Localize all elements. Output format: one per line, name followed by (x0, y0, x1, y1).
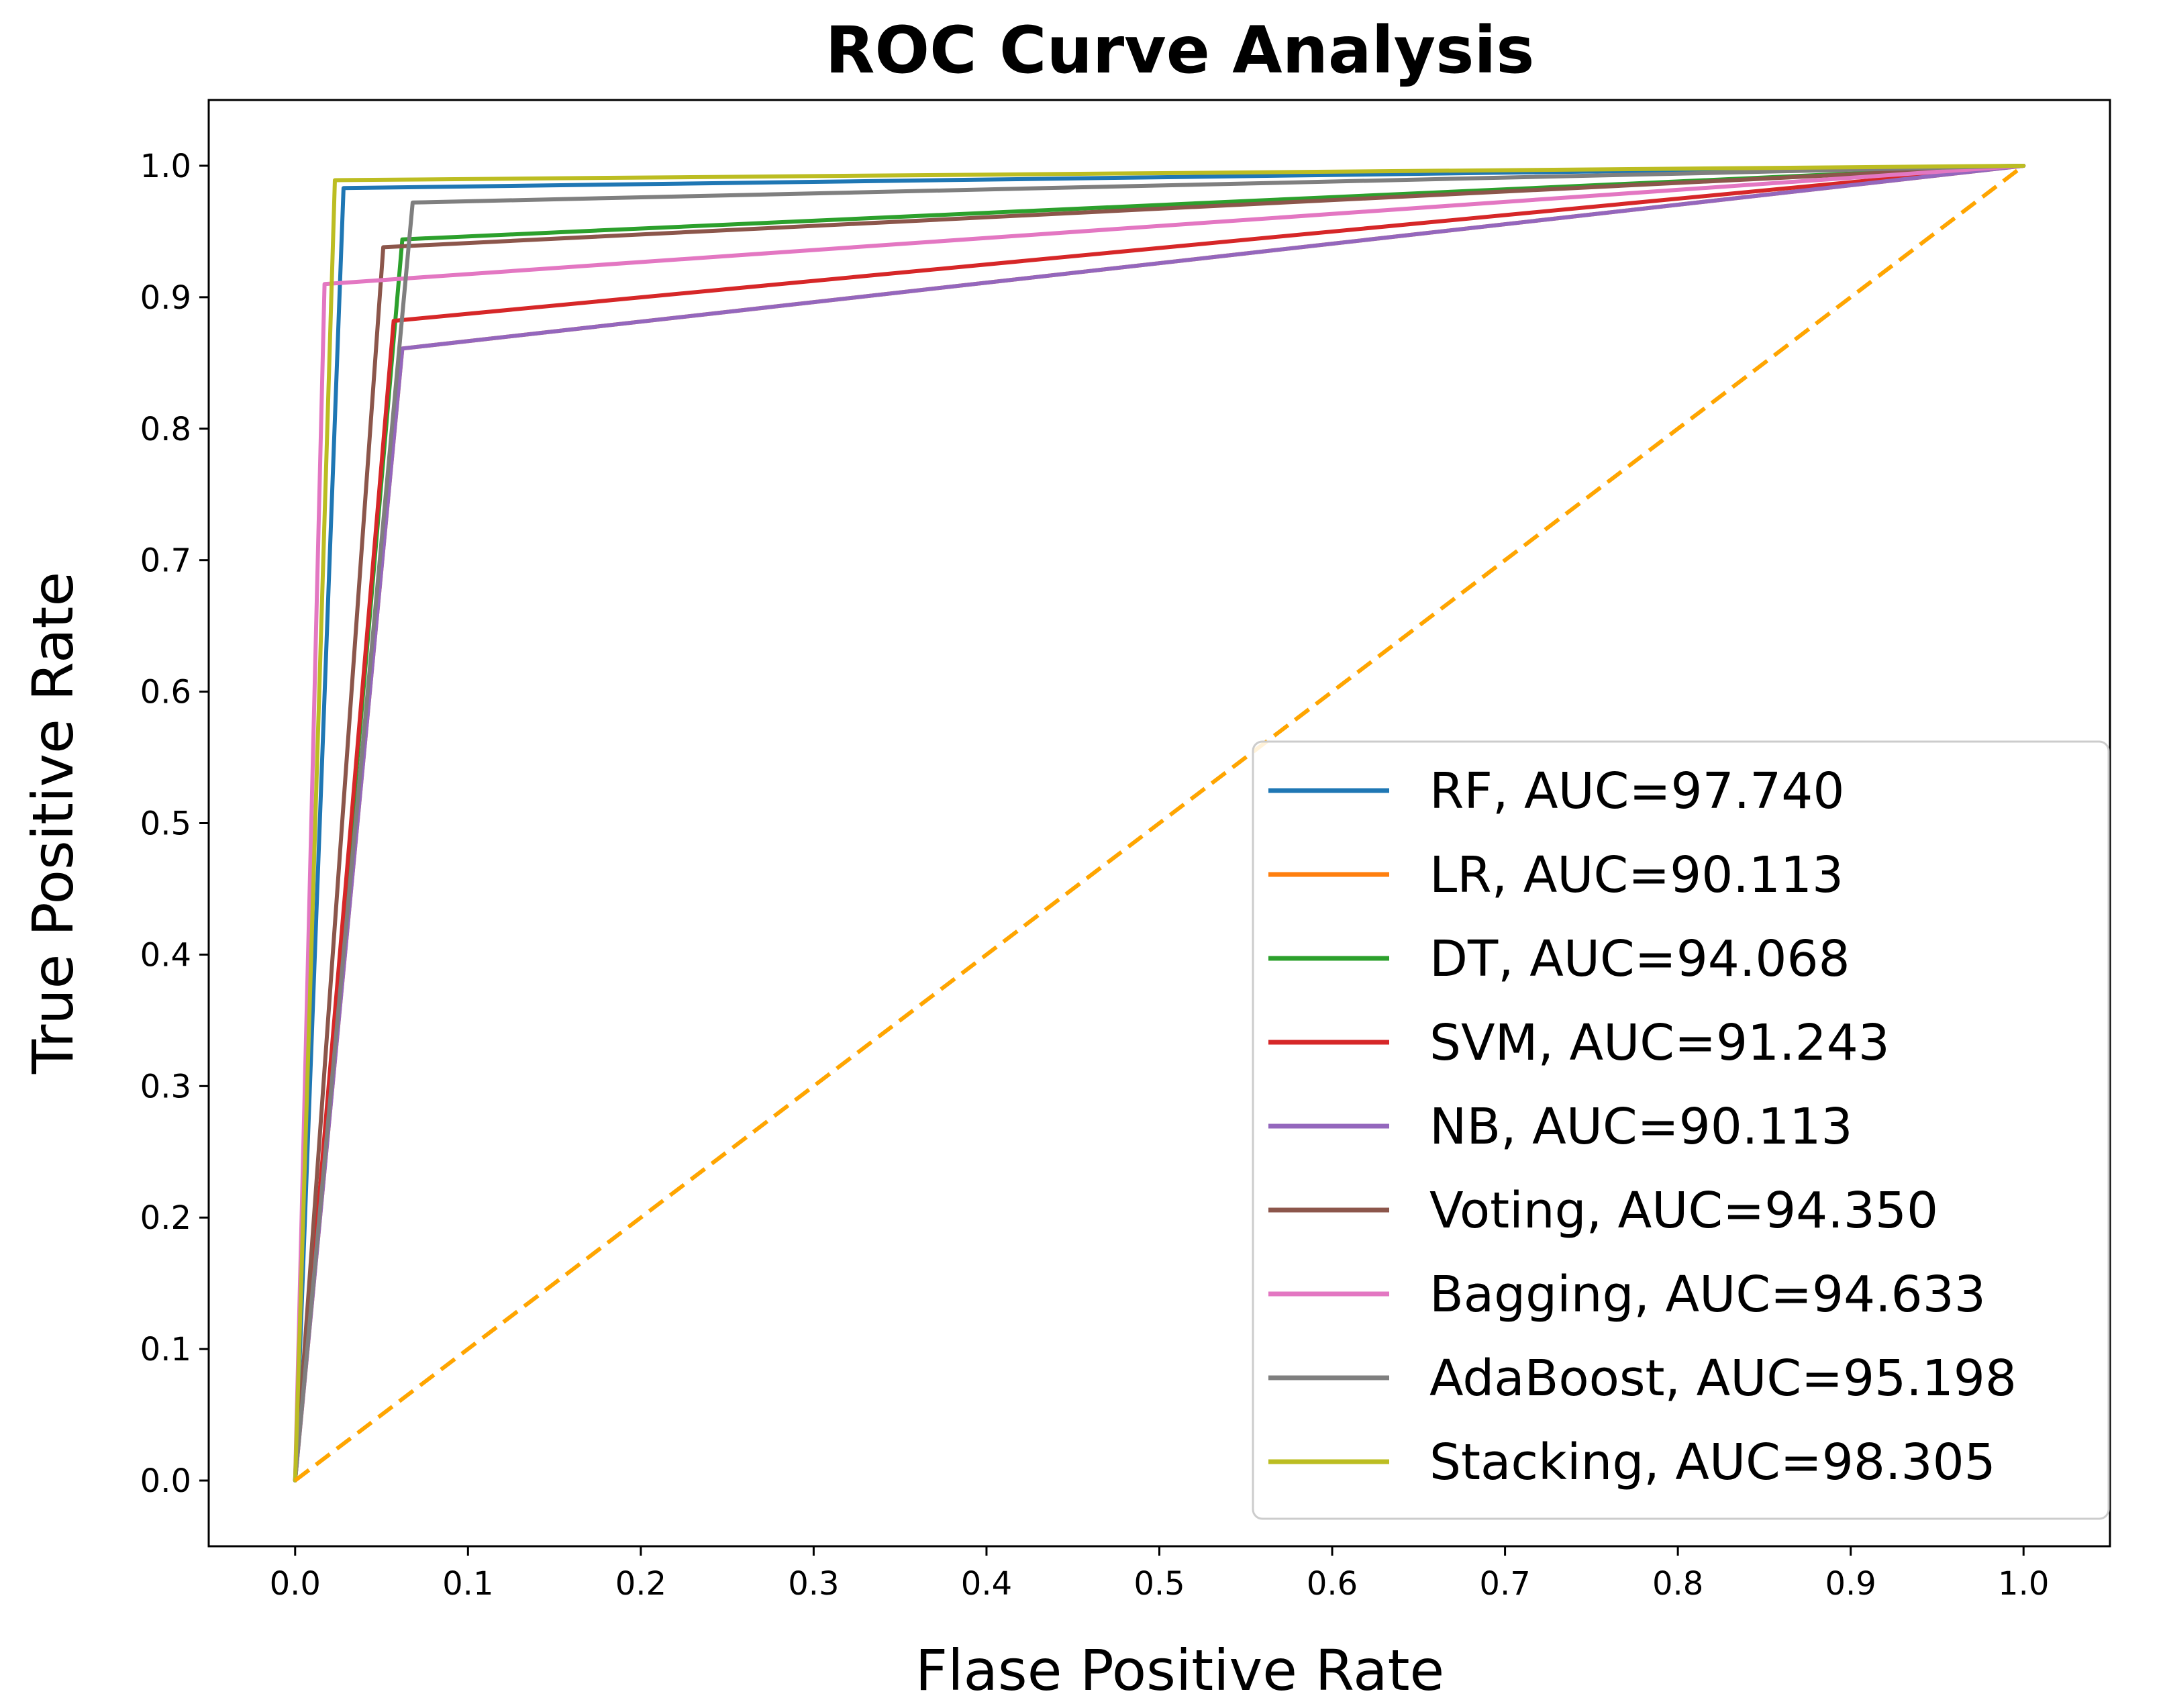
legend-label-5: Voting, AUC=94.350 (1429, 1182, 1938, 1240)
series-line-6 (293, 164, 2026, 1483)
legend-label-1: LR, AUC=90.113 (1429, 846, 1844, 904)
legend: RF, AUC=97.740 LR, AUC=90.113 DT, AUC=94.0… (1252, 740, 2110, 1520)
legend-frame (1252, 740, 2110, 1520)
y-tick-label: 0.4 (140, 936, 191, 974)
x-tick-label: 0.2 (615, 1565, 666, 1603)
x-tick-label: 0.3 (788, 1565, 839, 1603)
x-tick-label: 0.9 (1825, 1565, 1876, 1603)
y-tick-label: 0.0 (140, 1462, 191, 1500)
y-axis-ticks: 0.0 0.1 0.2 0.3 0.4 0.5 0.6 0.7 0.8 0.9 1.0 (140, 148, 209, 1500)
y-tick-label: 0.9 (140, 279, 191, 317)
y-tick-label: 0.2 (140, 1199, 191, 1237)
y-tick-label: 0.7 (140, 542, 191, 580)
y-tick-label: 1.0 (140, 148, 191, 185)
x-axis-label: Flase Positive Rate (915, 1638, 1444, 1703)
series-line-7 (293, 164, 2026, 1483)
series-line-0 (293, 164, 2026, 1483)
reference-diagonal-line (293, 164, 2025, 1483)
chart-title: ROC Curve Analysis (825, 13, 1535, 88)
legend-label-3: SVM, AUC=91.243 (1429, 1014, 1890, 1072)
x-tick-label: 0.5 (1134, 1565, 1185, 1603)
x-tick-label: 1.0 (1998, 1565, 2049, 1603)
y-tick-label: 0.8 (140, 411, 191, 448)
y-tick-label: 0.6 (140, 674, 191, 711)
legend-label-6: Bagging, AUC=94.633 (1429, 1266, 1986, 1323)
plot-frame (207, 99, 2111, 1548)
series-line-5 (293, 164, 2026, 1483)
y-tick-label: 0.1 (140, 1331, 191, 1368)
x-tick-label: 0.1 (442, 1565, 493, 1603)
legend-items: RF, AUC=97.740 LR, AUC=90.113 DT, AUC=94.0… (1268, 762, 2017, 1491)
x-tick-label: 0.6 (1307, 1565, 1358, 1603)
y-axis-label: True Positive Rate (20, 572, 86, 1074)
legend-label-2: DT, AUC=94.068 (1429, 930, 1850, 988)
x-tick-label: 0.4 (961, 1565, 1012, 1603)
legend-label-0: RF, AUC=97.740 (1429, 762, 1844, 820)
x-axis-ticks: 0.0 0.1 0.2 0.3 0.4 0.5 0.6 0.7 0.8 0.9 1.0 (270, 1546, 2049, 1603)
series-line-8 (293, 164, 2026, 1483)
series-line-3 (293, 164, 2026, 1483)
legend-label-8: Stacking, AUC=98.305 (1429, 1434, 1996, 1491)
y-tick-label: 0.3 (140, 1068, 191, 1105)
y-tick-label: 0.5 (140, 805, 191, 843)
x-tick-label: 0.8 (1652, 1565, 1703, 1603)
legend-label-7: AdaBoost, AUC=95.198 (1429, 1350, 2017, 1407)
plot-lines (293, 164, 2026, 1483)
x-tick-label: 0.7 (1479, 1565, 1530, 1603)
legend-label-4: NB, AUC=90.113 (1429, 1098, 1853, 1156)
x-tick-label: 0.0 (270, 1565, 321, 1603)
